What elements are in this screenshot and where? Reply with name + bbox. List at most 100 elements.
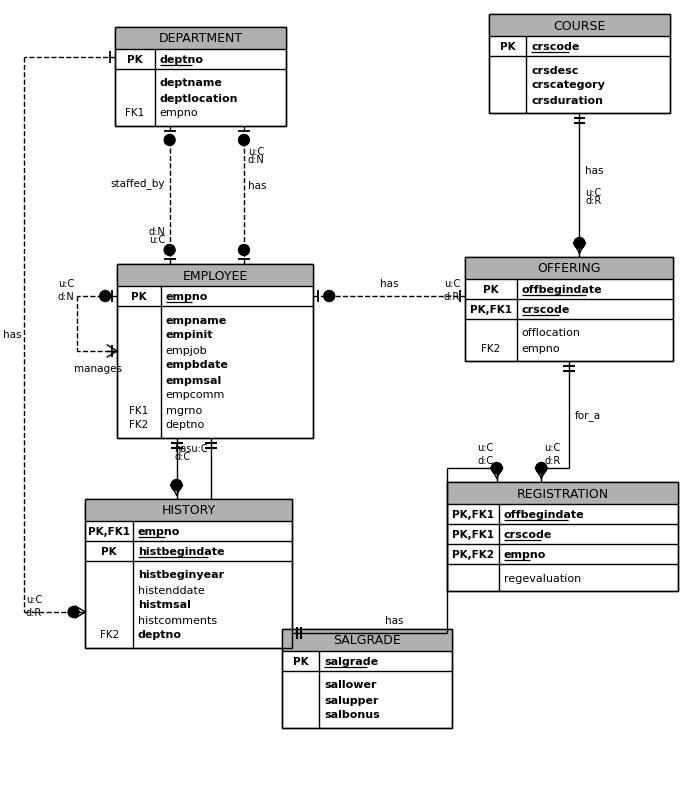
Text: crscode: crscode (531, 42, 580, 52)
Text: PK: PK (127, 55, 143, 65)
Text: PK: PK (483, 285, 499, 294)
Bar (86, 500, 292, 521)
Text: histenddate: histenddate (138, 585, 205, 595)
Bar (115, 28, 286, 127)
Text: PK,FK2: PK,FK2 (452, 549, 494, 559)
Text: u:C: u:C (585, 188, 602, 198)
Text: crscode: crscode (504, 529, 552, 539)
Text: u:C: u:C (26, 594, 42, 604)
Text: mgrno: mgrno (166, 405, 202, 415)
Text: d:N: d:N (248, 155, 265, 164)
Text: has: has (385, 615, 404, 626)
Text: offbegindate: offbegindate (522, 285, 602, 294)
Text: empinit: empinit (166, 330, 213, 340)
Bar (115, 28, 286, 50)
Circle shape (171, 480, 182, 491)
Text: histcomments: histcomments (138, 615, 217, 625)
Text: crscode: crscode (522, 305, 570, 314)
Text: empno: empno (138, 526, 180, 537)
Text: PK,FK1: PK,FK1 (470, 305, 512, 314)
Text: u:C: u:C (248, 147, 264, 157)
Text: u:C: u:C (544, 443, 560, 452)
Circle shape (68, 607, 79, 618)
Text: has: has (380, 278, 398, 289)
Text: empname: empname (166, 315, 227, 325)
Text: manages: manages (75, 363, 123, 374)
Text: PK: PK (101, 546, 117, 557)
Text: deptno: deptno (138, 630, 182, 640)
Bar (447, 482, 678, 591)
Text: has: has (585, 166, 604, 176)
Circle shape (100, 291, 110, 302)
Bar (86, 500, 292, 648)
Text: histbegindate: histbegindate (138, 546, 224, 557)
Text: FK1: FK1 (126, 108, 145, 119)
Circle shape (164, 136, 175, 146)
Text: d:C: d:C (477, 456, 494, 465)
Text: d:R: d:R (26, 607, 42, 618)
Text: empcomm: empcomm (166, 390, 225, 400)
Text: FK2: FK2 (99, 630, 119, 640)
Bar (489, 15, 670, 37)
Text: has: has (248, 180, 266, 191)
Text: for_a: for_a (575, 410, 601, 420)
Bar (465, 257, 673, 280)
Text: FK2: FK2 (129, 420, 148, 430)
Bar (282, 630, 452, 651)
Text: COURSE: COURSE (553, 19, 606, 32)
Bar (117, 265, 313, 439)
Text: empno: empno (166, 292, 208, 302)
Bar (282, 630, 452, 728)
Text: empno: empno (504, 549, 546, 559)
Text: salupper: salupper (324, 695, 379, 705)
Text: empno: empno (522, 343, 560, 353)
Text: PK: PK (500, 42, 515, 52)
Text: empno: empno (159, 108, 198, 119)
Text: regevaluation: regevaluation (504, 573, 581, 583)
Text: crsdesc: crsdesc (531, 66, 579, 75)
Text: u:C: u:C (444, 278, 460, 289)
Text: d:N: d:N (149, 227, 166, 237)
Text: offbegindate: offbegindate (504, 509, 584, 520)
Text: empbdate: empbdate (166, 360, 228, 370)
Circle shape (239, 245, 249, 256)
Bar (465, 257, 673, 362)
Text: d:R: d:R (444, 292, 460, 302)
Bar (489, 15, 670, 114)
Text: PK: PK (131, 292, 147, 302)
Text: d:N: d:N (58, 292, 75, 302)
Text: d:R: d:R (585, 196, 602, 206)
Text: PK,FK1: PK,FK1 (88, 526, 130, 537)
Text: salgrade: salgrade (324, 656, 378, 666)
Text: PK: PK (293, 656, 308, 666)
Bar (117, 265, 313, 286)
Text: u:C: u:C (58, 278, 75, 289)
Text: SALGRADE: SALGRADE (333, 634, 401, 646)
Text: offlocation: offlocation (522, 328, 580, 338)
Text: deptname: deptname (159, 79, 223, 88)
Text: REGISTRATION: REGISTRATION (517, 487, 609, 500)
Text: FK2: FK2 (481, 343, 500, 353)
Text: EMPLOYEE: EMPLOYEE (183, 269, 248, 282)
Text: u:C: u:C (150, 235, 166, 245)
Text: deptno: deptno (166, 420, 205, 430)
Text: PK,FK1: PK,FK1 (452, 509, 494, 520)
Text: crsduration: crsduration (531, 95, 604, 105)
Text: d:C: d:C (175, 452, 190, 461)
Circle shape (324, 291, 335, 302)
Text: PK,FK1: PK,FK1 (452, 529, 494, 539)
Text: hasu:C: hasu:C (175, 444, 208, 453)
Text: deptlocation: deptlocation (159, 93, 238, 103)
Text: empmsal: empmsal (166, 375, 222, 385)
Text: has: has (3, 330, 22, 340)
Bar (447, 482, 678, 504)
Circle shape (536, 463, 546, 474)
Circle shape (164, 245, 175, 256)
Text: OFFERING: OFFERING (538, 262, 601, 275)
Text: salbonus: salbonus (324, 710, 380, 719)
Text: crscategory: crscategory (531, 80, 605, 91)
Circle shape (491, 463, 502, 474)
Text: HISTORY: HISTORY (161, 504, 215, 516)
Text: DEPARTMENT: DEPARTMENT (158, 32, 242, 46)
Text: empjob: empjob (166, 345, 207, 355)
